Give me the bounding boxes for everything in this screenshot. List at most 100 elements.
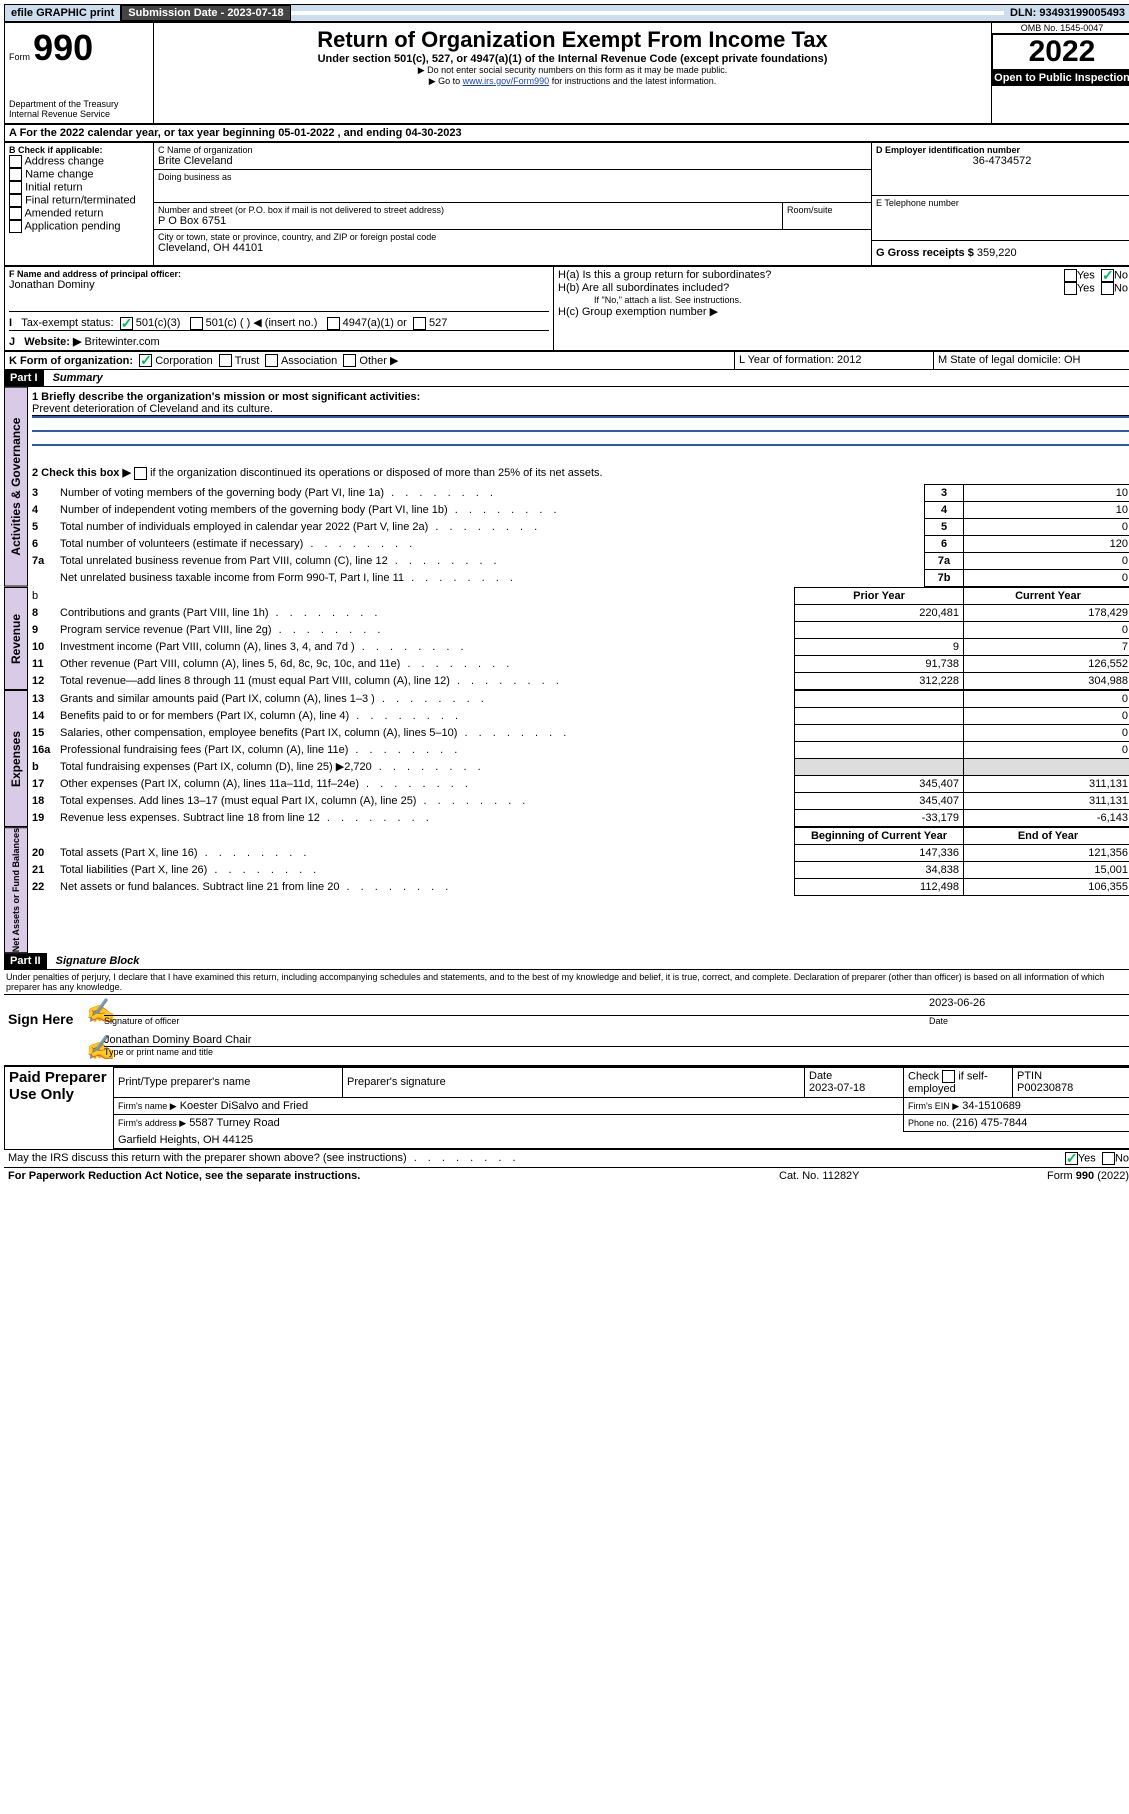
row-num: 14	[28, 707, 56, 724]
current-year-value: 0	[964, 707, 1129, 724]
irs-label: Internal Revenue Service	[9, 109, 149, 119]
q1-label: 1 Briefly describe the organization's mi…	[32, 391, 1129, 403]
dept-label: Department of the Treasury	[9, 99, 149, 109]
d-label: D Employer identification number	[876, 145, 1128, 155]
revenue-block: Revenue b Prior Year Current Year 8 Cont…	[4, 587, 1129, 690]
website-value: Britewinter.com	[85, 336, 160, 348]
discuss-question: May the IRS discuss this return with the…	[8, 1152, 1065, 1165]
firm-addr2: Garfield Heights, OH 44125	[114, 1131, 1129, 1148]
row-text: Salaries, other compensation, employee b…	[56, 724, 795, 741]
chk-final-return[interactable]	[9, 194, 22, 207]
fh-block: F Name and address of principal officer:…	[4, 266, 1129, 351]
discuss-row: May the IRS discuss this return with the…	[4, 1150, 1129, 1168]
row-num: 15	[28, 724, 56, 741]
row-num: 8	[28, 604, 56, 621]
city-value: Cleveland, OH 44101	[158, 242, 867, 254]
chk-corp[interactable]	[139, 354, 152, 367]
cat-no: Cat. No. 11282Y	[779, 1170, 979, 1182]
lbl-4947: 4947(a)(1) or	[343, 317, 407, 329]
row-text: Contributions and grants (Part VIII, lin…	[56, 604, 795, 621]
chk-discuss-no[interactable]	[1102, 1152, 1115, 1165]
chk-app-pending[interactable]	[9, 220, 22, 233]
paid-preparer-block: Paid Preparer Use Only Print/Type prepar…	[4, 1066, 1129, 1150]
chk-trust[interactable]	[219, 354, 232, 367]
chk-hb-yes[interactable]	[1064, 282, 1077, 295]
form-number: 990	[33, 27, 93, 68]
prior-year-value	[795, 707, 964, 724]
chk-discuss-yes[interactable]	[1065, 1152, 1078, 1165]
current-year-value: 0	[964, 741, 1129, 758]
q1-answer: Prevent deterioration of Cleveland and i…	[32, 403, 1129, 416]
row-text: Number of voting members of the governin…	[56, 484, 925, 501]
row-num: 11	[28, 655, 56, 672]
k-label: K Form of organization:	[9, 355, 133, 367]
chk-4947[interactable]	[327, 317, 340, 330]
lbl-yes: Yes	[1077, 269, 1095, 281]
chk-501c[interactable]	[190, 317, 203, 330]
current-year-value: 311,131	[964, 792, 1129, 809]
chk-self-employed[interactable]	[942, 1070, 955, 1083]
chk-initial-return[interactable]	[9, 181, 22, 194]
hc-label: H(c) Group exemption number ▶	[558, 305, 1128, 318]
row-num: 4	[28, 501, 56, 518]
revenue-table: b Prior Year Current Year 8 Contribution…	[28, 587, 1129, 690]
row-text: Number of independent voting members of …	[56, 501, 925, 518]
city-label: City or town, state or province, country…	[158, 232, 867, 242]
lbl-501c3: 501(c)(3)	[136, 317, 181, 329]
row-num: 19	[28, 809, 56, 826]
row-num: 13	[28, 690, 56, 707]
prep-date-label: Date	[809, 1070, 832, 1082]
begin-value: 112,498	[795, 878, 964, 895]
chk-ha-no[interactable]	[1101, 269, 1114, 282]
row-text: Net unrelated business taxable income fr…	[56, 569, 925, 586]
box-b-title: B Check if applicable:	[9, 145, 149, 155]
row-num: 20	[28, 844, 56, 861]
row-text: Total expenses. Add lines 13–17 (must eq…	[56, 792, 795, 809]
lbl-discuss-yes: Yes	[1078, 1152, 1096, 1164]
end-value: 15,001	[964, 861, 1129, 878]
chk-name-change[interactable]	[9, 168, 22, 181]
chk-501c3[interactable]	[120, 317, 133, 330]
row-num: 5	[28, 518, 56, 535]
dln-label: DLN: 93493199005493	[1004, 5, 1129, 21]
row-num	[28, 569, 56, 586]
form-header: Form 990 Department of the Treasury Inte…	[4, 22, 1129, 124]
top-bar: efile GRAPHIC print Submission Date - 20…	[4, 4, 1129, 22]
addr-value: P O Box 6751	[158, 215, 778, 227]
ptin-value: P00230878	[1017, 1082, 1073, 1094]
goto-pre: ▶ Go to	[429, 76, 463, 86]
prep-date: 2023-07-18	[809, 1082, 865, 1094]
chk-address-change[interactable]	[9, 155, 22, 168]
chk-assoc[interactable]	[265, 354, 278, 367]
chk-ha-yes[interactable]	[1064, 269, 1077, 282]
submission-date-button[interactable]: Submission Date - 2023-07-18	[121, 5, 290, 21]
row-num: 9	[28, 621, 56, 638]
current-year-value: 311,131	[964, 775, 1129, 792]
chk-q2[interactable]	[134, 467, 147, 480]
paperwork-notice: For Paperwork Reduction Act Notice, see …	[8, 1170, 779, 1182]
row-text: Total number of volunteers (estimate if …	[56, 535, 925, 552]
chk-hb-no[interactable]	[1101, 282, 1114, 295]
lbl-527: 527	[429, 317, 447, 329]
m-label: M State of legal domicile: OH	[933, 352, 1129, 370]
chk-527[interactable]	[413, 317, 426, 330]
row-num: 17	[28, 775, 56, 792]
chk-other[interactable]	[343, 354, 356, 367]
chk-amended[interactable]	[9, 207, 22, 220]
lbl-amended: Amended return	[24, 207, 103, 219]
row-text: Total number of individuals employed in …	[56, 518, 925, 535]
vlabel-expenses: Expenses	[4, 690, 28, 827]
row-text: Professional fundraising fees (Part IX, …	[56, 741, 795, 758]
form-title: Return of Organization Exempt From Incom…	[158, 27, 987, 53]
row-value: 0	[964, 518, 1129, 535]
end-value: 106,355	[964, 878, 1129, 895]
footer-row: For Paperwork Reduction Act Notice, see …	[4, 1168, 1129, 1184]
form-990-label: 990	[1076, 1170, 1094, 1182]
current-year-value: 0	[964, 621, 1129, 638]
row-num: 18	[28, 792, 56, 809]
row-num: 3	[28, 484, 56, 501]
row-value: 0	[964, 569, 1129, 586]
irs-link[interactable]: www.irs.gov/Form990	[463, 76, 550, 86]
open-inspection: Open to Public Inspection	[992, 70, 1129, 86]
j-label: Website: ▶	[24, 336, 81, 348]
